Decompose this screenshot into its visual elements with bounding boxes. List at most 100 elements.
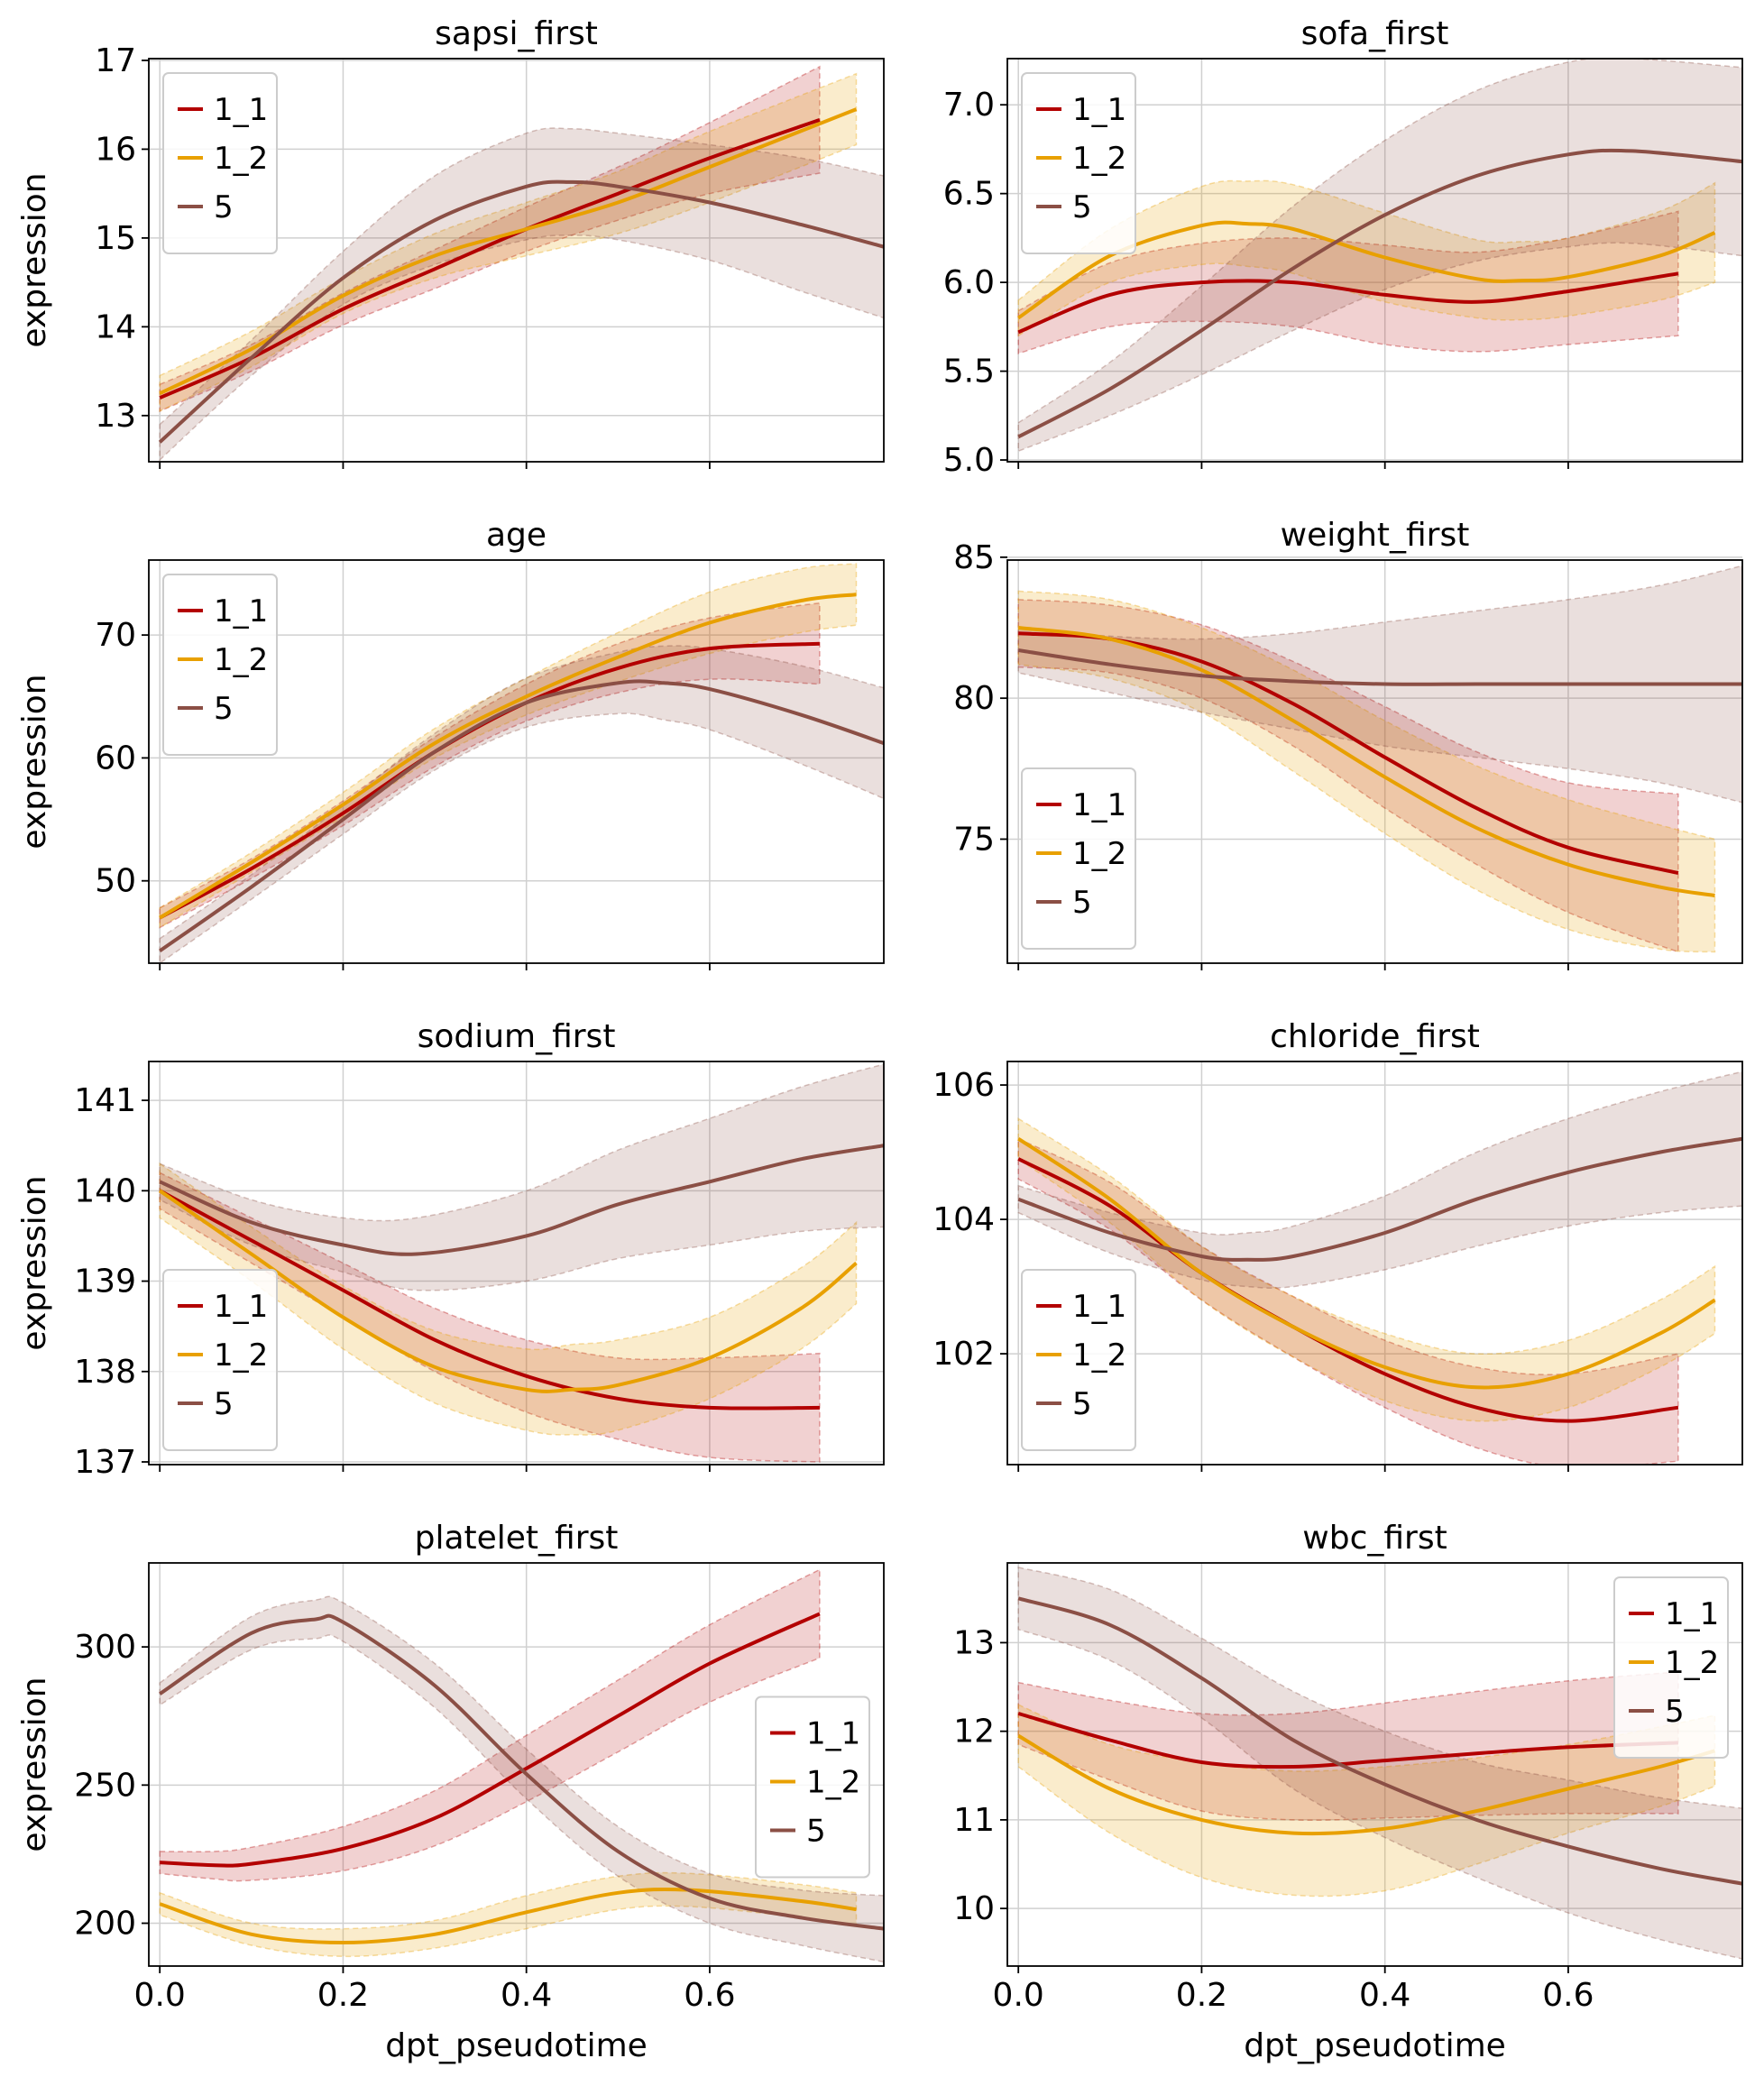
ci-band-1_1 — [1017, 1137, 1679, 1465]
y-tick-label: 15 — [95, 220, 136, 257]
legend-label-5: 5 — [1072, 189, 1092, 225]
legend-label-1_1: 1_1 — [1072, 1289, 1126, 1325]
panel-title: weight_first — [1281, 517, 1470, 554]
series-line-1_1 — [160, 1612, 821, 1868]
series-line-5 — [1017, 1136, 1742, 1262]
ci-band-1_2 — [1017, 1704, 1716, 1898]
chart-panel-weight_first: 75 80 85 weight_first 1_1 1_2 5 — [953, 517, 1743, 970]
y-tick-label: 102 — [933, 1336, 995, 1373]
axes-frame — [1006, 1061, 1743, 1466]
y-tick-label: 7.0 — [943, 87, 995, 124]
x-tick-label: 0.0 — [134, 1977, 186, 2014]
series-line-5 — [159, 1144, 884, 1256]
legend-label-5: 5 — [1665, 1694, 1685, 1730]
series-line-1_1 — [1017, 271, 1679, 335]
legend-label-1_1: 1_1 — [1072, 787, 1126, 823]
chart-panel-sofa_first: 5.0 5.5 6.0 6.5 7.0 sofa_first 1_1 1_2 5 — [943, 15, 1743, 479]
plot-area — [1017, 565, 1742, 953]
ci-band-5 — [159, 1063, 884, 1291]
x-tick-label: 0.0 — [993, 1977, 1044, 2014]
ci-band-5 — [159, 1595, 884, 1963]
series-line-1_2 — [1017, 220, 1716, 320]
axes-frame — [1006, 58, 1743, 463]
y-tick-label: 104 — [933, 1201, 995, 1238]
legend-label-1_2: 1_2 — [1072, 836, 1126, 872]
legend-label-1_2: 1_2 — [1072, 141, 1126, 177]
ci-band-1_1 — [1017, 1670, 1679, 1822]
panel-title: sofa_first — [1301, 15, 1449, 52]
y-tick-label: 250 — [74, 1767, 136, 1804]
ci-band-5 — [1017, 1071, 1742, 1290]
series-line-1_1 — [1017, 1157, 1679, 1423]
chart-panel-sodium_first: 137 138 139 140 141 sodium_first expression 1_1… — [16, 1018, 885, 1481]
y-tick-label: 75 — [953, 821, 995, 858]
y-axis-label: expression — [16, 674, 53, 849]
y-tick-label: 13 — [95, 398, 136, 435]
y-axis-label: expression — [16, 1677, 53, 1852]
y-tick-label: 139 — [74, 1264, 136, 1300]
chart-panel-sapsi_first: 13 14 15 16 17 sapsi_first expression 1_1 1_2 5 — [16, 15, 885, 469]
legend-label-1_1: 1_1 — [1665, 1596, 1719, 1632]
legend-label-1_1: 1_1 — [214, 593, 268, 629]
panel-title: sapsi_first — [435, 15, 598, 52]
ci-band-1_2 — [159, 72, 858, 413]
y-tick-label: 140 — [74, 1172, 136, 1209]
axes-frame — [1006, 559, 1743, 964]
series-line-1_2 — [1017, 1137, 1716, 1390]
y-tick-label: 13 — [953, 1624, 995, 1661]
y-tick-label: 300 — [74, 1629, 136, 1666]
y-tick-label: 17 — [95, 42, 136, 79]
y-axis-label: expression — [16, 1175, 53, 1350]
y-tick-label: 5.0 — [943, 442, 995, 479]
legend-label-1_2: 1_2 — [1072, 1337, 1126, 1374]
legend-label-1_1: 1_1 — [806, 1716, 860, 1752]
axes-frame — [148, 1562, 885, 1967]
plot-area — [159, 563, 884, 963]
legend-label-5: 5 — [1072, 1386, 1092, 1422]
y-tick-label: 137 — [74, 1444, 136, 1481]
legend: 1_1 1_2 5 — [1021, 72, 1136, 254]
panel-title: age — [486, 517, 547, 554]
series-line-5 — [158, 179, 884, 444]
axes-frame — [148, 1061, 885, 1466]
legend-label-5: 5 — [214, 189, 234, 225]
legend-label-5: 5 — [1072, 885, 1092, 921]
legend: 1_1 1_2 5 — [1021, 1269, 1136, 1451]
y-tick-label: 60 — [95, 740, 136, 777]
y-tick-label: 138 — [74, 1354, 136, 1391]
axes-frame — [1006, 1562, 1743, 1967]
axes-frame — [148, 559, 885, 964]
x-tick-label: 0.6 — [1542, 1977, 1594, 2014]
y-tick-label: 80 — [953, 680, 995, 717]
series-line-1_2 — [159, 593, 857, 920]
x-tick-label: 0.4 — [1359, 1977, 1410, 2014]
legend: 1_1 1_2 5 — [162, 72, 278, 254]
ci-band-1_1 — [1017, 210, 1679, 354]
legend-label-1_2: 1_2 — [1665, 1645, 1719, 1681]
ci-band-5 — [159, 127, 884, 462]
x-tick-label: 0.4 — [501, 1977, 552, 2014]
y-tick-label: 11 — [953, 1802, 995, 1839]
x-tick-label: 0.2 — [317, 1977, 369, 2014]
legend-label-1_1: 1_1 — [214, 1289, 268, 1325]
legend: 1_1 1_2 5 — [162, 574, 278, 756]
series-line-1_2 — [1017, 1733, 1716, 1836]
series-line-5 — [1017, 648, 1742, 686]
y-tick-label: 10 — [953, 1890, 995, 1927]
plot-area — [159, 1063, 884, 1463]
legend-label-1_1: 1_1 — [214, 92, 268, 128]
ci-band-1_1 — [159, 602, 821, 929]
legend-label-1_2: 1_2 — [806, 1765, 860, 1801]
axes-frame — [148, 58, 885, 463]
y-tick-label: 6.0 — [943, 264, 995, 301]
y-tick-label: 16 — [95, 131, 136, 168]
plot-area — [159, 1568, 884, 1963]
y-tick-label: 106 — [933, 1067, 995, 1104]
y-tick-label: 14 — [95, 308, 136, 345]
legend-label-5: 5 — [214, 1386, 234, 1422]
legend: 1_1 1_2 5 — [1613, 1576, 1729, 1759]
series-line-1_1 — [159, 118, 821, 400]
series-line-5 — [159, 679, 884, 953]
series-line-5 — [1017, 148, 1742, 439]
